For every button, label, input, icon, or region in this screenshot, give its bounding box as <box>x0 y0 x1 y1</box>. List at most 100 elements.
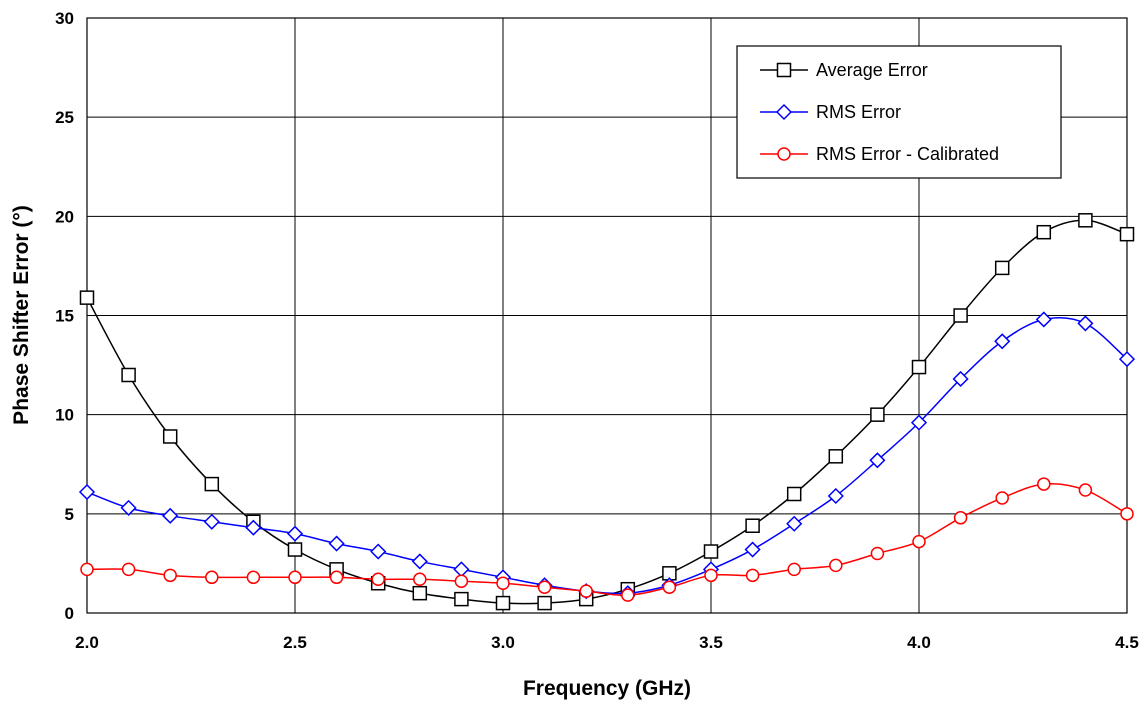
square-marker <box>870 407 885 422</box>
legend-label: Average Error <box>816 60 928 80</box>
circle-marker <box>621 588 635 602</box>
square-marker <box>1078 213 1093 228</box>
square-marker <box>204 476 220 492</box>
legend-label: RMS Error - Calibrated <box>816 144 999 164</box>
plot-frame <box>86 17 1128 614</box>
x-tick-labels: 2.0 2.5 3.0 3.5 4.0 4.5 <box>75 633 1139 652</box>
y-tick-label: 25 <box>55 108 74 127</box>
circle-marker <box>205 570 219 585</box>
diamond-marker <box>203 513 220 530</box>
diamond-marker <box>952 370 969 388</box>
y-tick-label: 10 <box>55 406 74 425</box>
series-line <box>86 219 1128 605</box>
legend: Average Error RMS Error RMS Error - Calibr… <box>736 45 1062 179</box>
square-marker <box>412 585 428 601</box>
circle-marker <box>870 546 885 561</box>
diamond-marker <box>328 535 345 552</box>
y-tick-label: 5 <box>65 505 74 524</box>
diamond-marker <box>1077 315 1094 332</box>
diamond-marker <box>78 483 96 501</box>
circle-marker <box>912 534 926 549</box>
square-marker <box>1036 224 1052 240</box>
circle-marker <box>288 570 302 585</box>
x-axis-title: Frequency (GHz) <box>523 677 691 700</box>
legend-item: RMS Error <box>760 102 901 122</box>
circle-marker <box>1037 477 1051 491</box>
circle-marker <box>413 572 427 587</box>
square-marker <box>454 591 469 607</box>
circle-marker <box>662 580 677 594</box>
diamond-marker <box>744 541 761 558</box>
circle-marker <box>496 576 510 590</box>
diamond-marker <box>994 333 1011 350</box>
square-marker <box>79 290 95 305</box>
diamond-marker <box>162 507 179 524</box>
circle-marker <box>1120 507 1134 521</box>
y-tick-label: 30 <box>55 9 74 28</box>
legend-item: RMS Error - Calibrated <box>760 144 999 164</box>
circle-marker <box>579 584 593 598</box>
legend-label: RMS Error <box>816 102 901 122</box>
diamond-marker <box>370 543 387 560</box>
y-axis-title: Phase Shifter Error (°) <box>10 205 33 425</box>
series-rms-error-calibrated <box>80 477 1134 602</box>
diamond-marker <box>1118 351 1136 368</box>
diamond-marker <box>453 561 470 578</box>
square-marker <box>786 486 802 502</box>
x-tick-label: 4.0 <box>907 633 931 652</box>
circle-marker <box>371 572 385 587</box>
y-tick-label: 0 <box>65 604 74 623</box>
series-line <box>86 316 1128 595</box>
legend-item: Average Error <box>760 60 928 80</box>
circle-marker <box>1078 483 1093 497</box>
square-marker <box>745 518 760 533</box>
circle-marker <box>80 562 94 577</box>
circle-marker <box>163 568 177 583</box>
square-marker <box>911 359 927 375</box>
square-marker <box>162 429 178 444</box>
square-marker <box>121 367 136 383</box>
diamond-marker <box>245 519 262 536</box>
square-marker <box>776 62 792 78</box>
circle-marker <box>777 147 791 161</box>
x-tick-label: 2.5 <box>283 633 307 652</box>
square-marker <box>287 542 303 557</box>
circle-marker <box>246 570 261 585</box>
diamond-marker <box>286 525 304 542</box>
circle-marker <box>745 568 760 583</box>
x-tick-label: 3.0 <box>491 633 515 652</box>
diamond-marker <box>411 553 428 570</box>
square-marker <box>495 595 511 611</box>
circle-marker <box>787 562 801 577</box>
circle-marker <box>537 580 552 594</box>
circle-marker <box>995 491 1009 505</box>
circle-marker <box>329 570 344 585</box>
series-average-error <box>79 213 1135 611</box>
square-marker <box>537 595 552 611</box>
diamond-marker <box>775 103 793 121</box>
x-tick-label: 2.0 <box>75 633 99 652</box>
circle-marker <box>953 511 968 525</box>
diamond-marker <box>910 414 928 431</box>
diamond-marker <box>827 487 844 505</box>
square-marker <box>994 260 1010 276</box>
y-tick-labels: 0 5 10 15 20 25 30 <box>55 9 74 623</box>
circle-marker <box>454 574 469 589</box>
y-tick-label: 20 <box>55 207 74 226</box>
series-layer <box>78 213 1136 611</box>
x-tick-label: 3.5 <box>699 633 723 652</box>
series-rms-error <box>78 311 1136 602</box>
square-marker <box>828 449 844 464</box>
circle-marker <box>829 558 843 573</box>
series-line <box>86 483 1128 596</box>
square-marker <box>703 544 719 559</box>
square-marker <box>953 308 968 323</box>
diamond-marker <box>1035 311 1052 328</box>
diamond-marker <box>120 499 137 516</box>
circle-marker <box>121 562 136 577</box>
diamond-marker <box>786 515 803 532</box>
x-tick-label: 4.5 <box>1115 633 1139 652</box>
diamond-marker <box>869 452 886 469</box>
y-tick-label: 15 <box>55 307 74 326</box>
